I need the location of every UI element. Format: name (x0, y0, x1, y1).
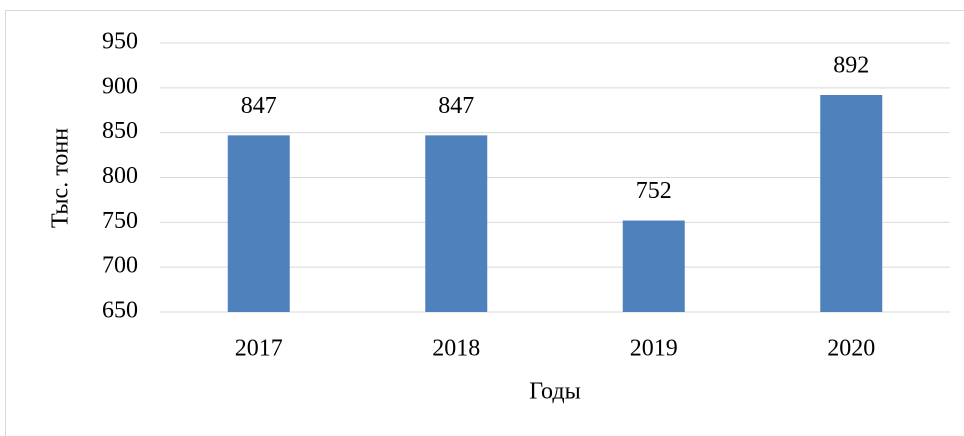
data-label: 847 (438, 93, 474, 119)
data-label: 847 (241, 93, 277, 119)
y-tick-label: 650 (102, 298, 138, 324)
bar (425, 135, 488, 312)
bar (227, 135, 290, 312)
y-tick-label: 950 (102, 29, 138, 55)
data-label: 892 (833, 53, 869, 79)
data-label: 752 (636, 178, 672, 204)
y-tick-label: 750 (102, 208, 138, 234)
x-axis-title: Годы (529, 379, 580, 405)
x-tick-label: 2019 (630, 336, 678, 362)
x-tick-label: 2017 (235, 336, 283, 362)
y-tick-label: 850 (102, 118, 138, 144)
y-axis-title: Тыс. тонн (48, 128, 74, 228)
y-tick-label: 700 (102, 253, 138, 279)
y-tick-label: 900 (102, 73, 138, 99)
bar (622, 220, 685, 312)
x-tick-label: 2018 (432, 336, 480, 362)
bar (820, 95, 883, 312)
y-tick-label: 800 (102, 163, 138, 189)
x-tick-label: 2020 (827, 336, 875, 362)
